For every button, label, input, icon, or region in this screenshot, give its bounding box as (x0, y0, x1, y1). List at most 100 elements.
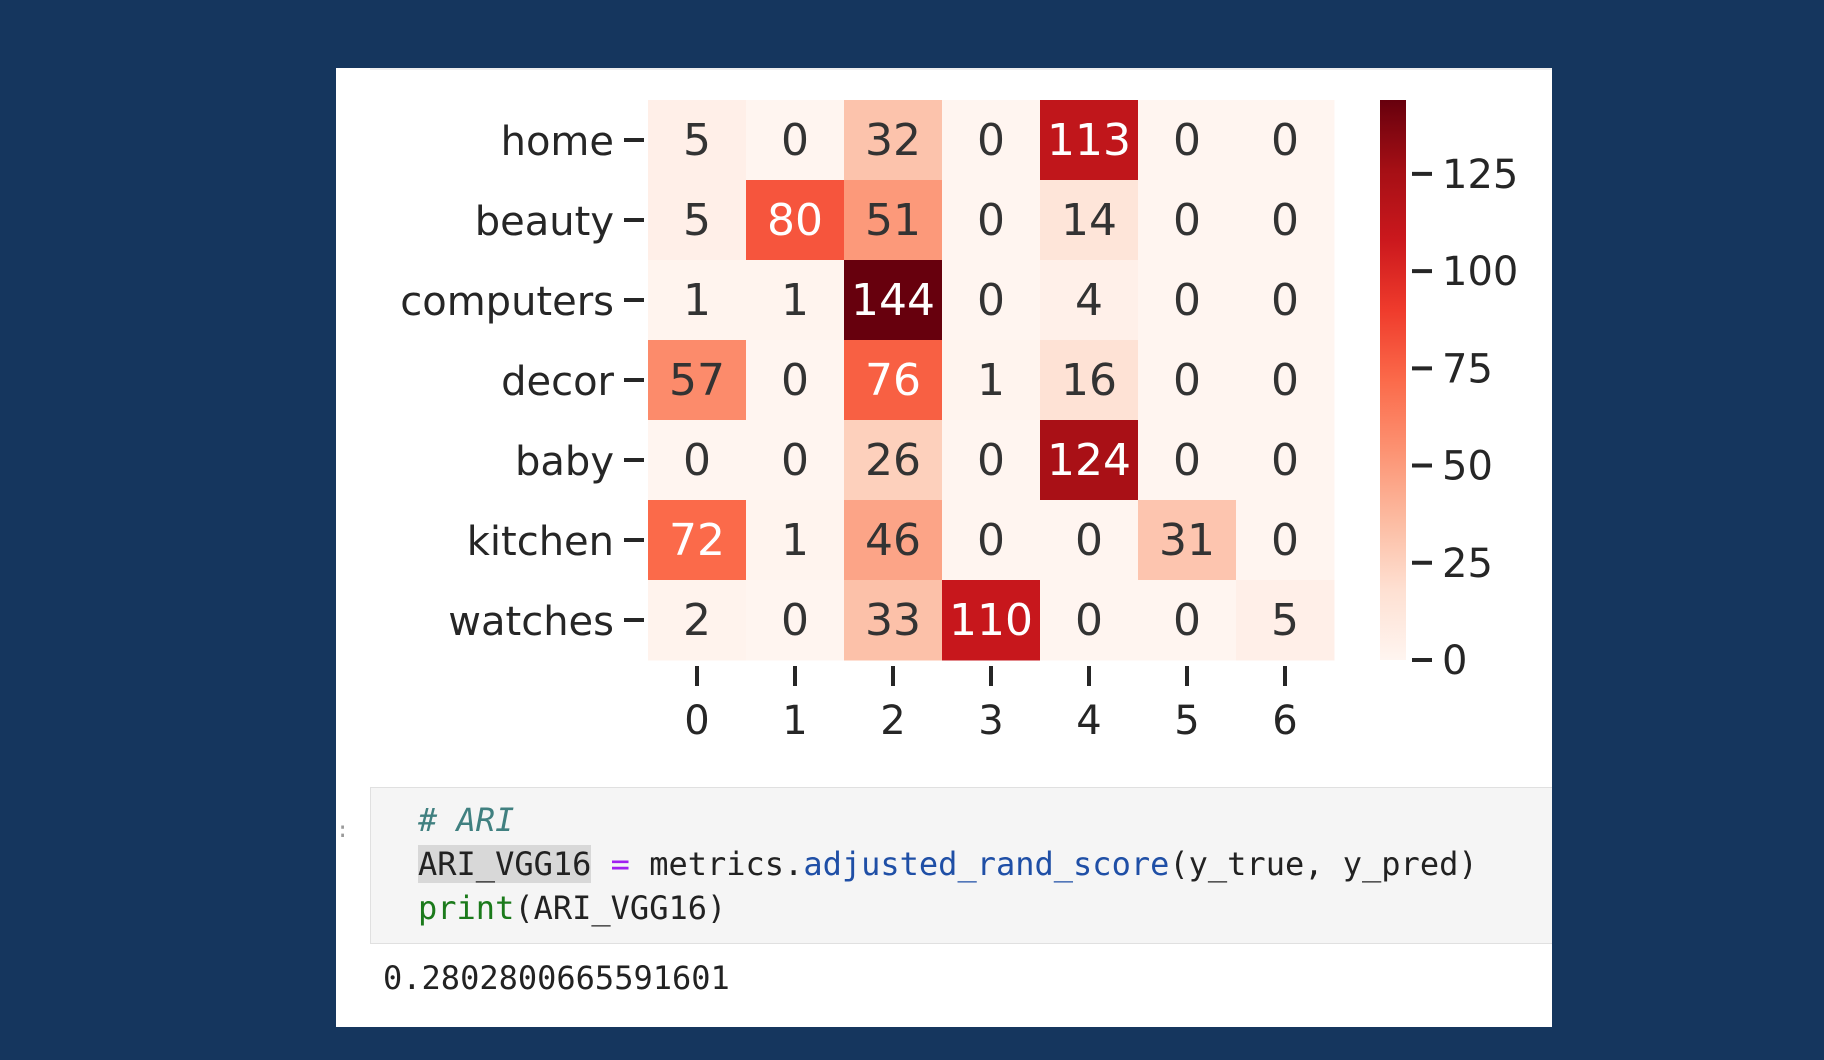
code-function: adjusted_rand_score (803, 845, 1170, 883)
heatmap-cell (648, 180, 747, 261)
cell-annotation: 80 (767, 195, 823, 246)
cell-annotation: 16 (1061, 355, 1117, 406)
y-tick-label: kitchen (467, 519, 614, 565)
heatmap-cell (1138, 100, 1237, 181)
heatmap-cell (746, 100, 845, 181)
colorbar-tick-label: 75 (1442, 346, 1493, 392)
heatmap-cell (1236, 180, 1335, 261)
colorbar (1380, 100, 1406, 660)
code-operator: = (591, 845, 650, 883)
heatmap-cell (746, 580, 845, 661)
heatmap-cell (844, 340, 943, 421)
heatmap-cell (1138, 580, 1237, 661)
code-args: (y_true, y_pred) (1169, 845, 1478, 883)
heatmap-cell (942, 580, 1041, 661)
heatmap-cell (648, 100, 747, 181)
x-tick-label: 0 (684, 698, 709, 744)
cell-annotation: 32 (865, 115, 921, 166)
heatmap-cell (746, 180, 845, 261)
cell-annotation: 0 (1271, 435, 1299, 486)
code-cell[interactable]: # ARI ARI_VGG16 = metrics.adjusted_rand_… (370, 787, 1552, 944)
heatmap-cell (942, 420, 1041, 501)
heatmap-cell (746, 420, 845, 501)
heatmap-cell (746, 260, 845, 341)
cell-annotation: 0 (1173, 595, 1201, 646)
x-tick-label: 4 (1076, 698, 1101, 744)
code-line-assignment: ARI_VGG16 = metrics.adjusted_rand_score(… (418, 844, 1478, 884)
heatmap-cell (648, 500, 747, 581)
cell-annotation: 0 (781, 355, 809, 406)
colorbar-tick-label: 125 (1442, 152, 1518, 198)
cell-annotation: 51 (865, 195, 921, 246)
cell-annotation: 0 (1173, 275, 1201, 326)
cell-annotation: 46 (865, 515, 921, 566)
cell-output: 0.2802800665591601 (383, 959, 730, 997)
heatmap-cell (844, 260, 943, 341)
cell-annotation: 0 (683, 435, 711, 486)
cell-annotation: 0 (781, 595, 809, 646)
heatmap-cell (1040, 500, 1139, 581)
cell-annotation: 4 (1075, 275, 1103, 326)
cell-annotation: 0 (781, 115, 809, 166)
y-tick-label: watches (448, 599, 614, 645)
heatmap-cell (1138, 340, 1237, 421)
cell-annotation: 0 (977, 435, 1005, 486)
cell-annotation: 31 (1159, 515, 1215, 566)
cell-annotation: 1 (781, 275, 809, 326)
x-tick-label: 5 (1174, 698, 1199, 744)
heatmap-cell (746, 340, 845, 421)
cell-annotation: 0 (1271, 355, 1299, 406)
cell-annotation: 0 (781, 435, 809, 486)
cell-prompt-marker: : (336, 818, 350, 843)
cell-annotation: 1 (683, 275, 711, 326)
code-line-print: print(ARI_VGG16) (418, 888, 726, 928)
heatmap-cell (1040, 580, 1139, 661)
heatmap-cell (1236, 260, 1335, 341)
heatmap-cell (942, 340, 1041, 421)
colorbar-tick-label: 25 (1442, 541, 1493, 587)
cell-annotation: 57 (669, 355, 725, 406)
colorbar-tick-label: 0 (1442, 638, 1467, 684)
y-tick-label: home (501, 119, 614, 165)
heatmap-cell (942, 260, 1041, 341)
heatmap-cell (1138, 420, 1237, 501)
cell-annotation: 0 (1173, 435, 1201, 486)
cell-annotation: 124 (1047, 435, 1131, 486)
cell-annotation: 76 (865, 355, 921, 406)
code-comment: # ARI (418, 801, 515, 839)
heatmap-cell (942, 180, 1041, 261)
y-tick-label: decor (501, 359, 614, 405)
code-print-args: (ARI_VGG16) (514, 889, 727, 927)
cell-annotation: 1 (781, 515, 809, 566)
heatmap-cell (1040, 100, 1139, 181)
heatmap-cell (844, 100, 943, 181)
heatmap-cell (1236, 100, 1335, 181)
x-tick-label: 1 (782, 698, 807, 744)
cell-annotation: 0 (1173, 195, 1201, 246)
colorbar-tick-label: 100 (1442, 249, 1518, 295)
cell-annotation: 1 (977, 355, 1005, 406)
heatmap-cell (1236, 420, 1335, 501)
confusion-matrix-heatmap: 5 0 32 0 113 0 05 80 51 0 14 0 01 1 144 0 4 0 057 0 76 1 16 0 00… (400, 100, 1518, 744)
cell-annotation: 110 (949, 595, 1033, 646)
cell-annotation: 0 (1173, 115, 1201, 166)
heatmap-cell (1236, 580, 1335, 661)
cell-divider (370, 68, 1552, 70)
cell-annotation: 0 (1075, 595, 1103, 646)
heatmap-cell (844, 580, 943, 661)
heatmap-cell (648, 340, 747, 421)
cell-annotation: 0 (1271, 115, 1299, 166)
cell-annotation: 0 (977, 275, 1005, 326)
code-builtin-print: print (418, 889, 515, 927)
x-tick-label: 6 (1272, 698, 1297, 744)
code-variable-highlighted: ARI_VGG16 (418, 845, 592, 883)
y-tick-label: computers (400, 279, 614, 325)
cell-annotation: 0 (977, 195, 1005, 246)
y-tick-label: beauty (475, 199, 614, 245)
cell-annotation: 144 (851, 275, 935, 326)
heatmap-cell (1040, 180, 1139, 261)
notebook-panel: 5 0 32 0 113 0 0 5 80 51 0 14 0 0 1 1 144 0 4 0 0 57 0 76 1 16 0 0 0… (336, 68, 1552, 1027)
heatmap-cell (942, 100, 1041, 181)
heatmap-cell (844, 420, 943, 501)
heatmap-cell (648, 260, 747, 341)
